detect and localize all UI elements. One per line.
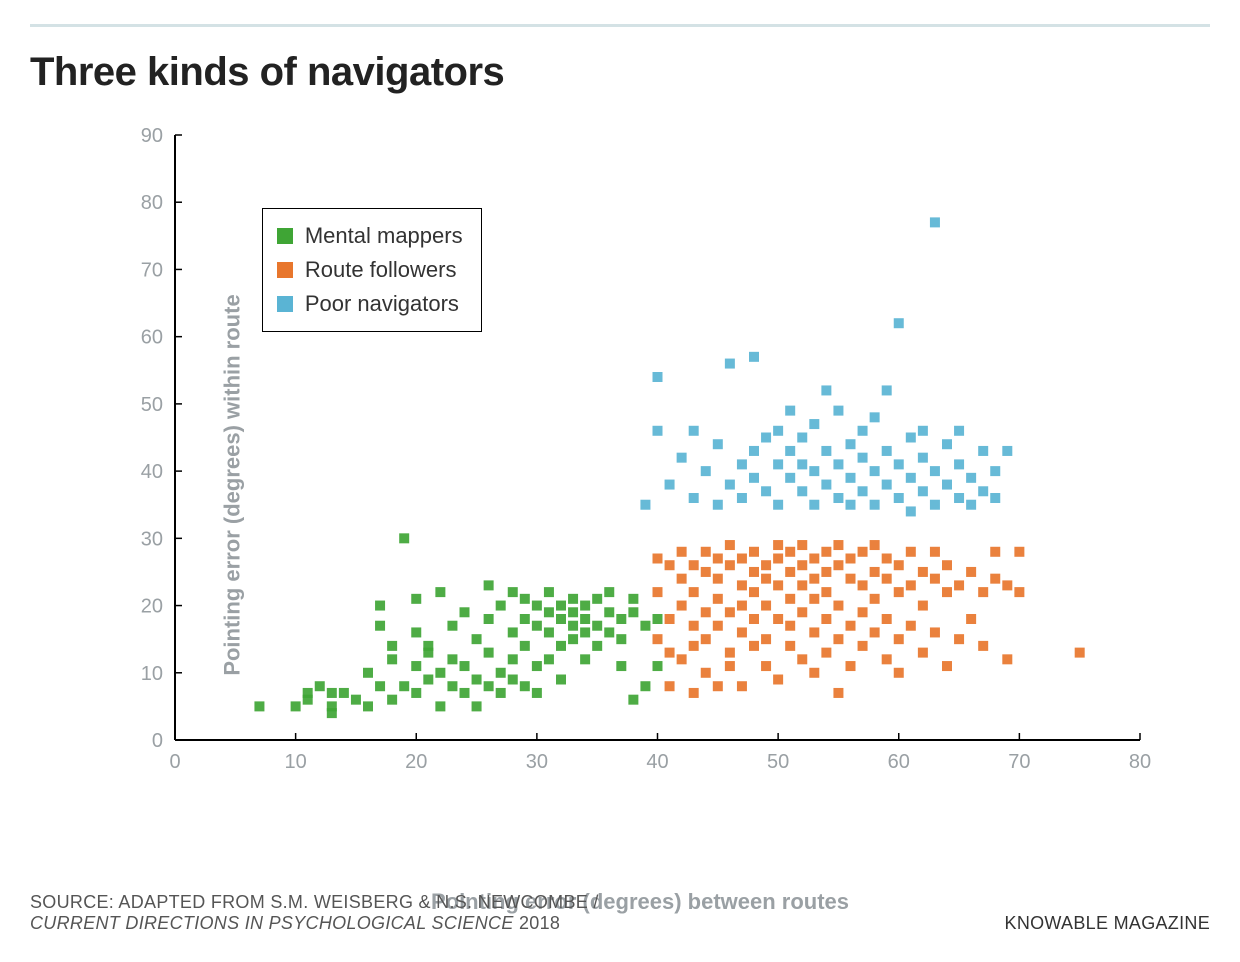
svg-text:40: 40 — [646, 751, 668, 773]
legend-item: Poor navigators — [277, 287, 463, 321]
svg-text:60: 60 — [141, 327, 163, 349]
svg-text:50: 50 — [767, 751, 789, 773]
source-suffix: 2018 — [514, 913, 561, 933]
svg-text:40: 40 — [141, 461, 163, 483]
legend-item: Mental mappers — [277, 219, 463, 253]
legend-item: Route followers — [277, 253, 463, 287]
svg-text:20: 20 — [405, 751, 427, 773]
svg-text:0: 0 — [169, 751, 180, 773]
legend-swatch — [277, 296, 293, 312]
svg-text:70: 70 — [141, 259, 163, 281]
legend-box: Mental mappersRoute followersPoor naviga… — [262, 208, 482, 332]
svg-text:10: 10 — [141, 663, 163, 685]
footer: SOURCE: ADAPTED FROM S.M. WEISBERG & N.S… — [30, 892, 1210, 934]
svg-text:20: 20 — [141, 596, 163, 618]
chart-title: Three kinds of navigators — [30, 50, 504, 95]
legend-swatch — [277, 228, 293, 244]
legend-label: Mental mappers — [305, 219, 463, 253]
svg-text:80: 80 — [1129, 751, 1151, 773]
top-rule — [30, 24, 1210, 27]
legend-label: Route followers — [305, 253, 457, 287]
svg-text:80: 80 — [141, 192, 163, 214]
svg-text:60: 60 — [888, 751, 910, 773]
legend-label: Poor navigators — [305, 287, 459, 321]
source-credit: SOURCE: ADAPTED FROM S.M. WEISBERG & N.S… — [30, 892, 599, 934]
svg-text:30: 30 — [526, 751, 548, 773]
svg-text:50: 50 — [141, 394, 163, 416]
plot-area: Pointing error (degrees) within route 01… — [120, 125, 1160, 845]
source-italic: CURRENT DIRECTIONS IN PSYCHOLOGICAL SCIE… — [30, 913, 514, 933]
svg-text:90: 90 — [141, 125, 163, 147]
legend-swatch — [277, 262, 293, 278]
svg-text:10: 10 — [285, 751, 307, 773]
svg-text:70: 70 — [1008, 751, 1030, 773]
figure-container: Three kinds of navigators Pointing error… — [0, 0, 1240, 962]
brand-credit: KNOWABLE MAGAZINE — [1005, 913, 1210, 934]
svg-text:0: 0 — [152, 730, 163, 752]
svg-text:30: 30 — [141, 528, 163, 550]
source-prefix: SOURCE: ADAPTED FROM S.M. WEISBERG & N.S… — [30, 892, 599, 912]
